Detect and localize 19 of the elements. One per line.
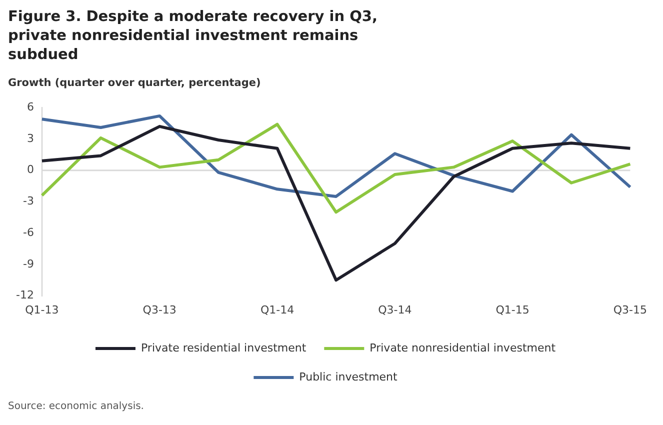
y-tick-label: -12 xyxy=(16,288,34,302)
y-axis-title: Growth (quarter over quarter, percentage) xyxy=(8,77,262,89)
legend-label: Private residential investment xyxy=(140,341,307,354)
y-tick-label: -6 xyxy=(23,226,34,239)
x-tick-label: Q3-13 xyxy=(142,303,176,316)
y-tick-label: 6 xyxy=(26,100,34,114)
x-tick-label: Q1-14 xyxy=(260,303,294,316)
source-note: Source: economic analysis. xyxy=(8,401,145,412)
x-tick-label: Q3-14 xyxy=(378,303,412,316)
chart-title: Figure 3. Despite a moderate recovery in Q3, private nonresidential investment remains subdued xyxy=(8,8,379,65)
y-tick-label: 3 xyxy=(26,132,34,145)
legend-label: Public investment xyxy=(299,370,398,384)
x-tick-label: Q1-15 xyxy=(496,303,530,316)
y-tick-label: -3 xyxy=(23,194,34,208)
y-tick-label: -9 xyxy=(23,257,34,270)
x-tick-label: Q3-15 xyxy=(613,303,647,316)
legend-label: Private nonresidential investment xyxy=(370,341,556,354)
y-tick-label: 0 xyxy=(26,163,34,176)
x-tick-label: Q1-13 xyxy=(25,303,59,316)
